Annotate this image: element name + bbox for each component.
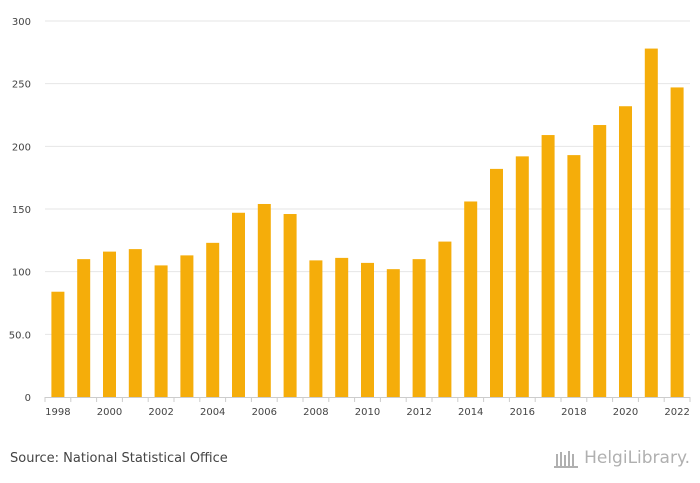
bar-2009[interactable] bbox=[335, 257, 349, 397]
bar-2013[interactable] bbox=[438, 241, 452, 397]
brand-logo: HelgiLibrary. bbox=[554, 448, 690, 468]
x-tick-label: 2020 bbox=[613, 407, 638, 418]
library-icon bbox=[554, 451, 579, 468]
x-tick-label: 2008 bbox=[303, 407, 328, 418]
bar-2000[interactable] bbox=[103, 251, 116, 397]
x-tick-label: 2022 bbox=[664, 407, 689, 418]
bar-2010[interactable] bbox=[361, 262, 374, 397]
bar-2005[interactable] bbox=[232, 212, 245, 397]
y-tick-label: 100 bbox=[12, 268, 31, 279]
bar-2022[interactable] bbox=[670, 87, 684, 397]
bar-2006[interactable] bbox=[257, 203, 271, 397]
y-tick-label: 300 bbox=[12, 17, 31, 28]
bar-2015[interactable] bbox=[490, 168, 503, 397]
bar-2020[interactable] bbox=[619, 106, 632, 397]
bar-1999[interactable] bbox=[77, 259, 91, 397]
bar-2012[interactable] bbox=[412, 259, 426, 397]
bar-2021[interactable] bbox=[644, 48, 658, 397]
y-tick-label: 200 bbox=[12, 142, 31, 153]
bar-2003[interactable] bbox=[180, 255, 194, 397]
bar-2007[interactable] bbox=[283, 214, 297, 397]
x-tick-label: 2010 bbox=[355, 407, 380, 418]
x-tick-label: 2004 bbox=[200, 407, 225, 418]
y-tick-label: 0 bbox=[25, 393, 31, 404]
y-tick-label: 150 bbox=[12, 205, 31, 216]
bar-2004[interactable] bbox=[206, 242, 220, 397]
bar-2018[interactable] bbox=[567, 155, 581, 397]
y-tick-label: 250 bbox=[12, 80, 31, 91]
bar-2014[interactable] bbox=[464, 201, 478, 397]
bar-2008[interactable] bbox=[309, 260, 323, 397]
bar-2016[interactable] bbox=[515, 156, 529, 397]
y-tick-label: 50.0 bbox=[9, 330, 31, 341]
x-tick-label: 1998 bbox=[45, 407, 70, 418]
bar-2001[interactable] bbox=[128, 249, 142, 397]
gridlines bbox=[45, 20, 690, 335]
x-tick-label: 2016 bbox=[510, 407, 535, 418]
brand-name: HelgiLibrary. bbox=[584, 448, 690, 468]
x-tick-label: 2006 bbox=[252, 407, 277, 418]
bar-2017[interactable] bbox=[541, 135, 555, 397]
x-tick-label: 2000 bbox=[97, 407, 122, 418]
bar-2019[interactable] bbox=[593, 125, 607, 397]
bar-2002[interactable] bbox=[154, 265, 168, 397]
bar-2011[interactable] bbox=[386, 269, 400, 397]
bar-chart: 0 50.0 100 150 200 250 300 1998 2000 2002 2004 2006… bbox=[9, 17, 691, 418]
bar-1998[interactable] bbox=[51, 291, 65, 397]
source-note: Source: National Statistical Office bbox=[10, 451, 228, 466]
bars bbox=[51, 48, 684, 397]
x-tick-label: 2002 bbox=[148, 407, 173, 418]
x-tick-label: 2012 bbox=[406, 407, 431, 418]
x-tick-label: 2018 bbox=[561, 407, 586, 418]
axes: 0 50.0 100 150 200 250 300 1998 2000 2002 2004 2006… bbox=[9, 17, 691, 418]
x-tick-label: 2014 bbox=[458, 407, 483, 418]
